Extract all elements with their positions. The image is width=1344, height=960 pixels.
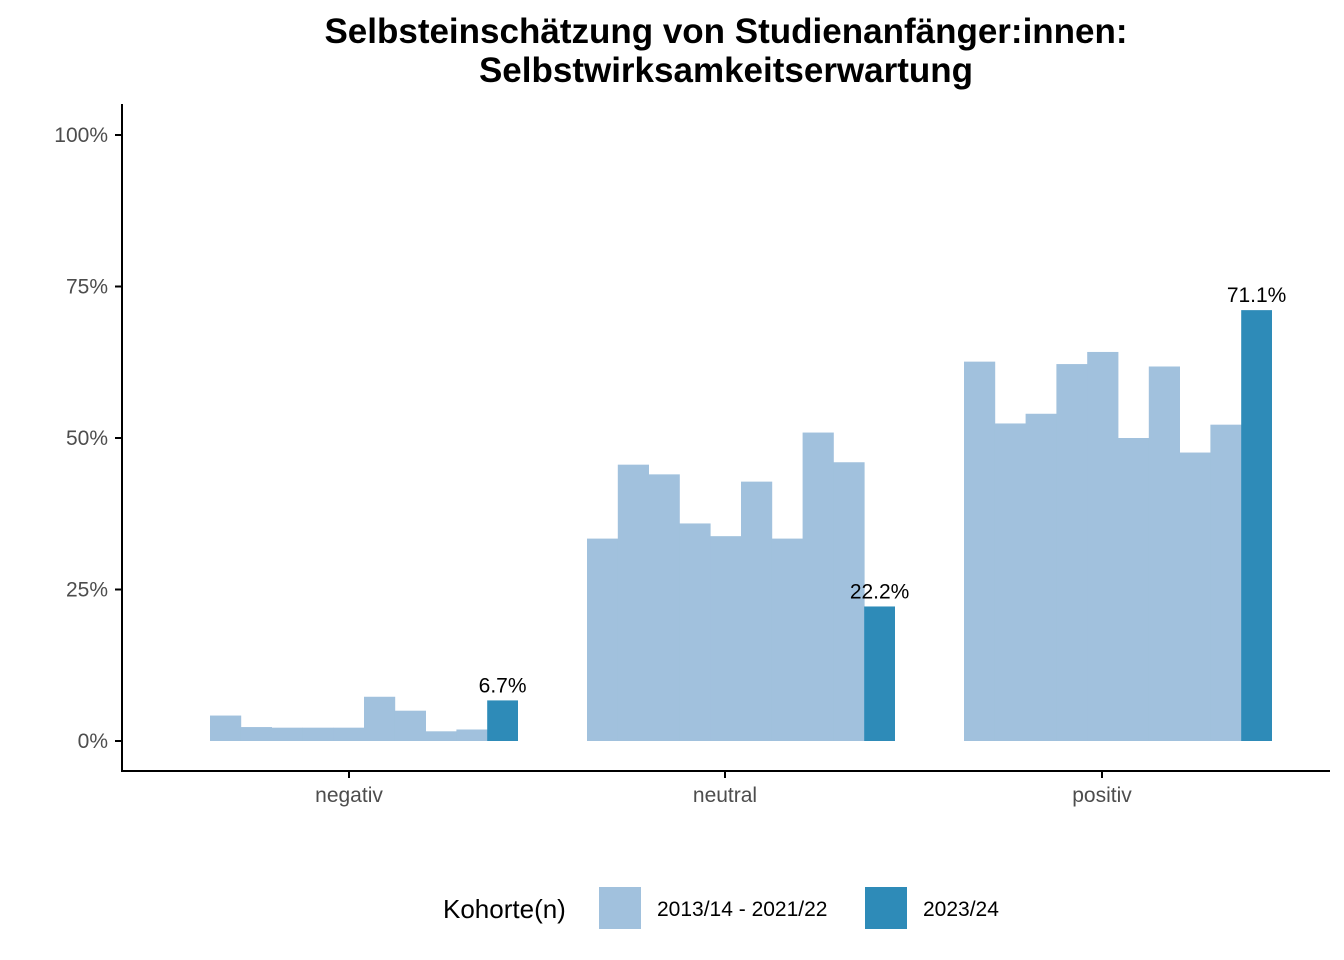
bar-negativ-historical-6 (364, 696, 396, 741)
bar-negativ-historical-2 (240, 727, 272, 741)
y-axis: 0% 25% 50% 75% 100% (54, 124, 122, 753)
bar-positiv-historical-3 (1025, 413, 1057, 741)
bar-negativ-historical-1 (210, 715, 242, 741)
x-tick-label-positiv: positiv (1072, 784, 1132, 807)
bar-positiv-historical-9 (1210, 424, 1242, 741)
y-tick-label: 75% (66, 276, 108, 299)
data-label-neutral: 22.2% (850, 580, 910, 603)
bar-neutral-historical-6 (741, 481, 773, 741)
bar-negativ-historical-7 (394, 710, 426, 741)
x-axis: negativ neutral positiv (315, 771, 1132, 807)
chart-title-line-2: Selbstwirksamkeitserwartung (479, 51, 973, 90)
bar-positiv-historical-2 (994, 423, 1026, 741)
bar-positiv-historical-6 (1118, 438, 1150, 741)
y-tick-label: 50% (66, 427, 108, 450)
bar-neutral-current (864, 606, 895, 741)
chart-title-line-1: Selbsteinschätzung von Studienanfänger:i… (324, 12, 1127, 51)
legend-label-historical: 2013/14 - 2021/22 (657, 898, 827, 921)
legend: Kohorte(n) 2013/14 - 2021/22 2023/24 (443, 887, 999, 929)
bar-neutral-historical-3 (648, 474, 680, 741)
bar-neutral-historical-9 (833, 462, 865, 741)
bar-negativ-historical-5 (333, 727, 365, 741)
data-label-negativ: 6.7% (479, 674, 527, 697)
bar-neutral-historical-7 (771, 538, 803, 741)
bar-negativ-historical-9 (456, 729, 488, 741)
bar-positiv-historical-8 (1179, 452, 1211, 741)
bar-neutral-historical-8 (802, 432, 834, 741)
bar-neutral-historical-4 (679, 523, 711, 741)
legend-swatch-historical (599, 887, 641, 929)
bar-negativ-historical-3 (271, 727, 303, 741)
bar-positiv-historical-4 (1056, 364, 1088, 741)
bar-positiv-historical-1 (964, 361, 996, 741)
y-tick-label: 0% (78, 730, 108, 753)
plot-area: 6.7% 22.2% 71.1% (210, 284, 1286, 741)
bar-positiv-current (1241, 310, 1272, 741)
bar-positiv-historical-5 (1087, 351, 1119, 741)
legend-title: Kohorte(n) (443, 894, 566, 924)
x-tick-label-negativ: negativ (315, 784, 383, 807)
bar-neutral-historical-1 (587, 538, 619, 741)
bar-negativ-historical-4 (302, 727, 334, 741)
bar-negativ-historical-8 (425, 731, 457, 741)
bar-negativ-current (487, 700, 518, 741)
legend-swatch-current (865, 887, 907, 929)
y-tick-label: 25% (66, 579, 108, 602)
y-tick-label: 100% (54, 124, 108, 147)
x-tick-label-neutral: neutral (693, 784, 757, 807)
bar-neutral-historical-2 (617, 464, 649, 741)
bar-positiv-historical-7 (1148, 366, 1180, 741)
data-label-positiv: 71.1% (1227, 284, 1287, 307)
legend-label-current: 2023/24 (923, 898, 999, 921)
bar-neutral-historical-5 (710, 536, 742, 741)
